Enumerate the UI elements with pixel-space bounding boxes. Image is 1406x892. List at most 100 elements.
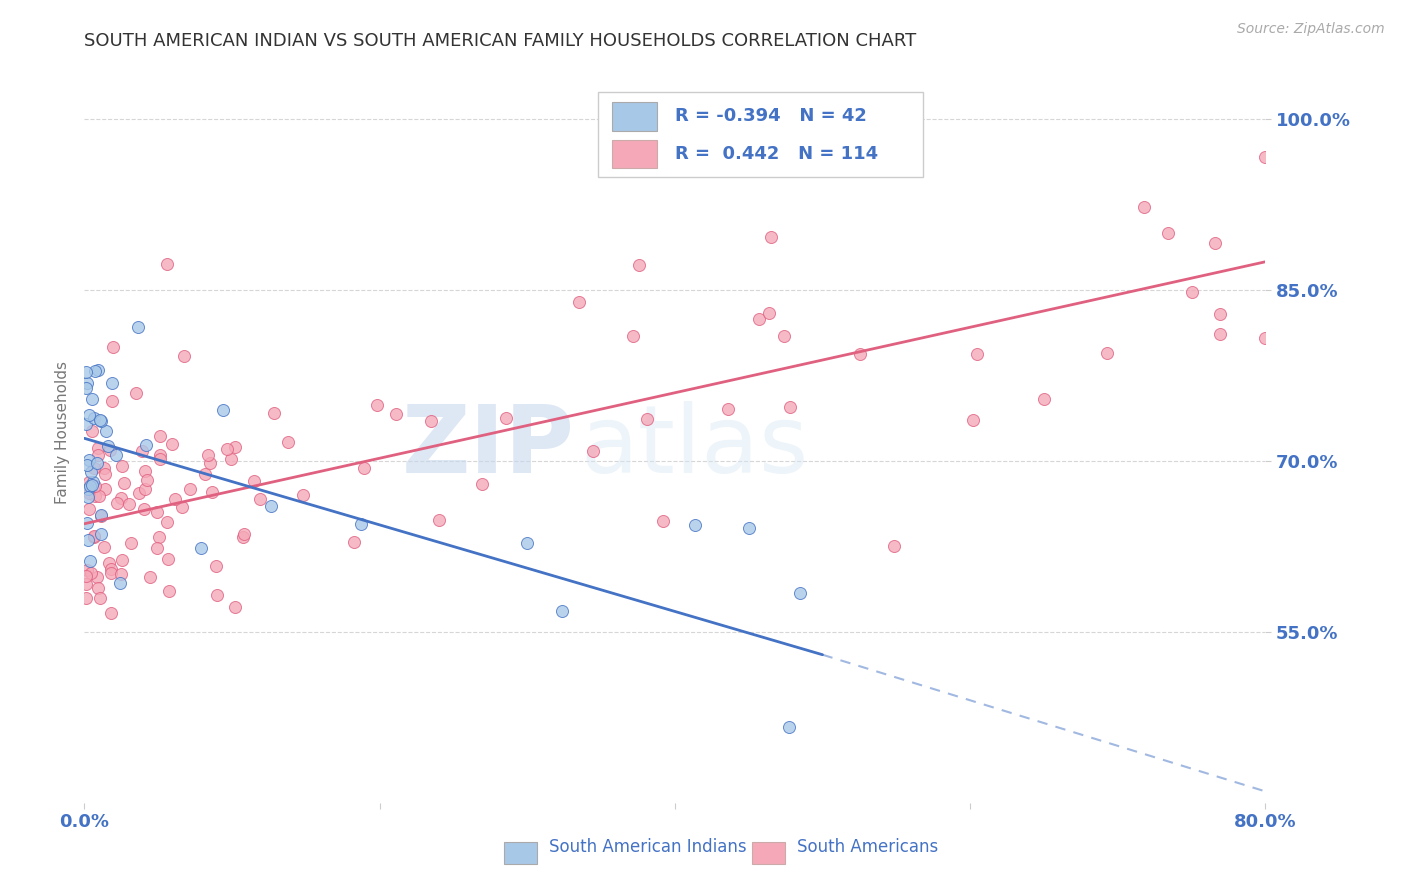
Point — [93, 461, 115, 475]
Point — [83, 410, 105, 425]
Point — [93, 541, 115, 555]
Point — [100, 606, 122, 620]
Point — [97, 439, 120, 453]
Point — [110, 567, 132, 582]
Point — [179, 482, 201, 496]
Point — [636, 412, 658, 426]
Point — [1209, 307, 1232, 321]
Point — [100, 393, 122, 408]
Point — [568, 295, 591, 310]
Point — [495, 410, 517, 425]
Point — [83, 461, 105, 475]
Point — [1157, 226, 1180, 240]
Point — [120, 536, 142, 550]
Point — [1254, 331, 1277, 345]
Point — [582, 444, 605, 458]
Point — [778, 719, 800, 733]
Point — [100, 562, 122, 576]
FancyBboxPatch shape — [612, 140, 657, 169]
Point — [738, 521, 761, 535]
Point — [127, 320, 149, 334]
Point — [75, 365, 97, 379]
Point — [77, 533, 100, 548]
Point — [366, 398, 388, 412]
Point — [105, 449, 128, 463]
Point — [134, 464, 156, 478]
Point — [201, 485, 224, 500]
Point — [75, 381, 97, 395]
Point — [111, 459, 134, 474]
Point — [224, 599, 246, 614]
Point — [76, 376, 98, 390]
Text: South American Indians: South American Indians — [548, 838, 747, 856]
Point — [80, 424, 103, 438]
Point — [89, 591, 111, 606]
FancyBboxPatch shape — [503, 842, 537, 864]
Point — [849, 347, 872, 361]
Point — [249, 492, 271, 507]
Point — [683, 517, 706, 532]
Point — [1095, 346, 1118, 360]
Point — [1033, 392, 1056, 406]
Point — [89, 413, 111, 427]
Point — [205, 558, 228, 573]
Point — [86, 569, 108, 583]
Point — [292, 487, 315, 501]
Point — [962, 413, 984, 427]
Text: R =  0.442   N = 114: R = 0.442 N = 114 — [675, 145, 877, 163]
Point — [77, 453, 100, 467]
Point — [76, 563, 98, 577]
Point — [94, 467, 117, 482]
Point — [165, 492, 187, 507]
Point — [125, 386, 148, 401]
Point — [1181, 285, 1204, 299]
Point — [77, 475, 100, 489]
Point — [134, 502, 156, 516]
Point — [200, 456, 222, 470]
Point — [84, 489, 107, 503]
Point — [717, 402, 740, 417]
Point — [260, 499, 283, 513]
Point — [86, 448, 108, 462]
Point — [87, 489, 110, 503]
Point — [162, 436, 184, 450]
Point — [90, 509, 112, 524]
Point — [82, 475, 104, 489]
Point — [242, 474, 264, 488]
Point — [87, 581, 110, 595]
Point — [79, 479, 101, 493]
Point — [100, 566, 122, 580]
Point — [172, 500, 194, 514]
Point — [883, 539, 905, 553]
Point — [75, 577, 97, 591]
Point — [80, 465, 103, 479]
Point — [83, 530, 105, 544]
Point — [149, 448, 172, 462]
Point — [551, 604, 574, 618]
Point — [219, 451, 242, 466]
Point — [76, 516, 98, 530]
Point — [77, 485, 100, 500]
Point — [146, 541, 169, 556]
Point — [224, 440, 246, 454]
Point — [263, 406, 285, 420]
Point — [758, 306, 780, 320]
Point — [759, 230, 782, 244]
Point — [76, 458, 98, 473]
Point — [1209, 326, 1232, 341]
Point — [75, 569, 97, 583]
Point — [353, 461, 375, 475]
Point — [772, 328, 794, 343]
Point — [197, 448, 219, 462]
Point — [156, 515, 179, 529]
Point — [349, 517, 371, 532]
Point — [90, 508, 112, 523]
Point — [111, 553, 134, 567]
Point — [96, 424, 118, 438]
Point — [471, 477, 494, 491]
Point — [789, 585, 811, 599]
Point — [628, 258, 651, 272]
Point — [966, 347, 988, 361]
Point — [100, 376, 122, 390]
Point — [83, 528, 105, 542]
